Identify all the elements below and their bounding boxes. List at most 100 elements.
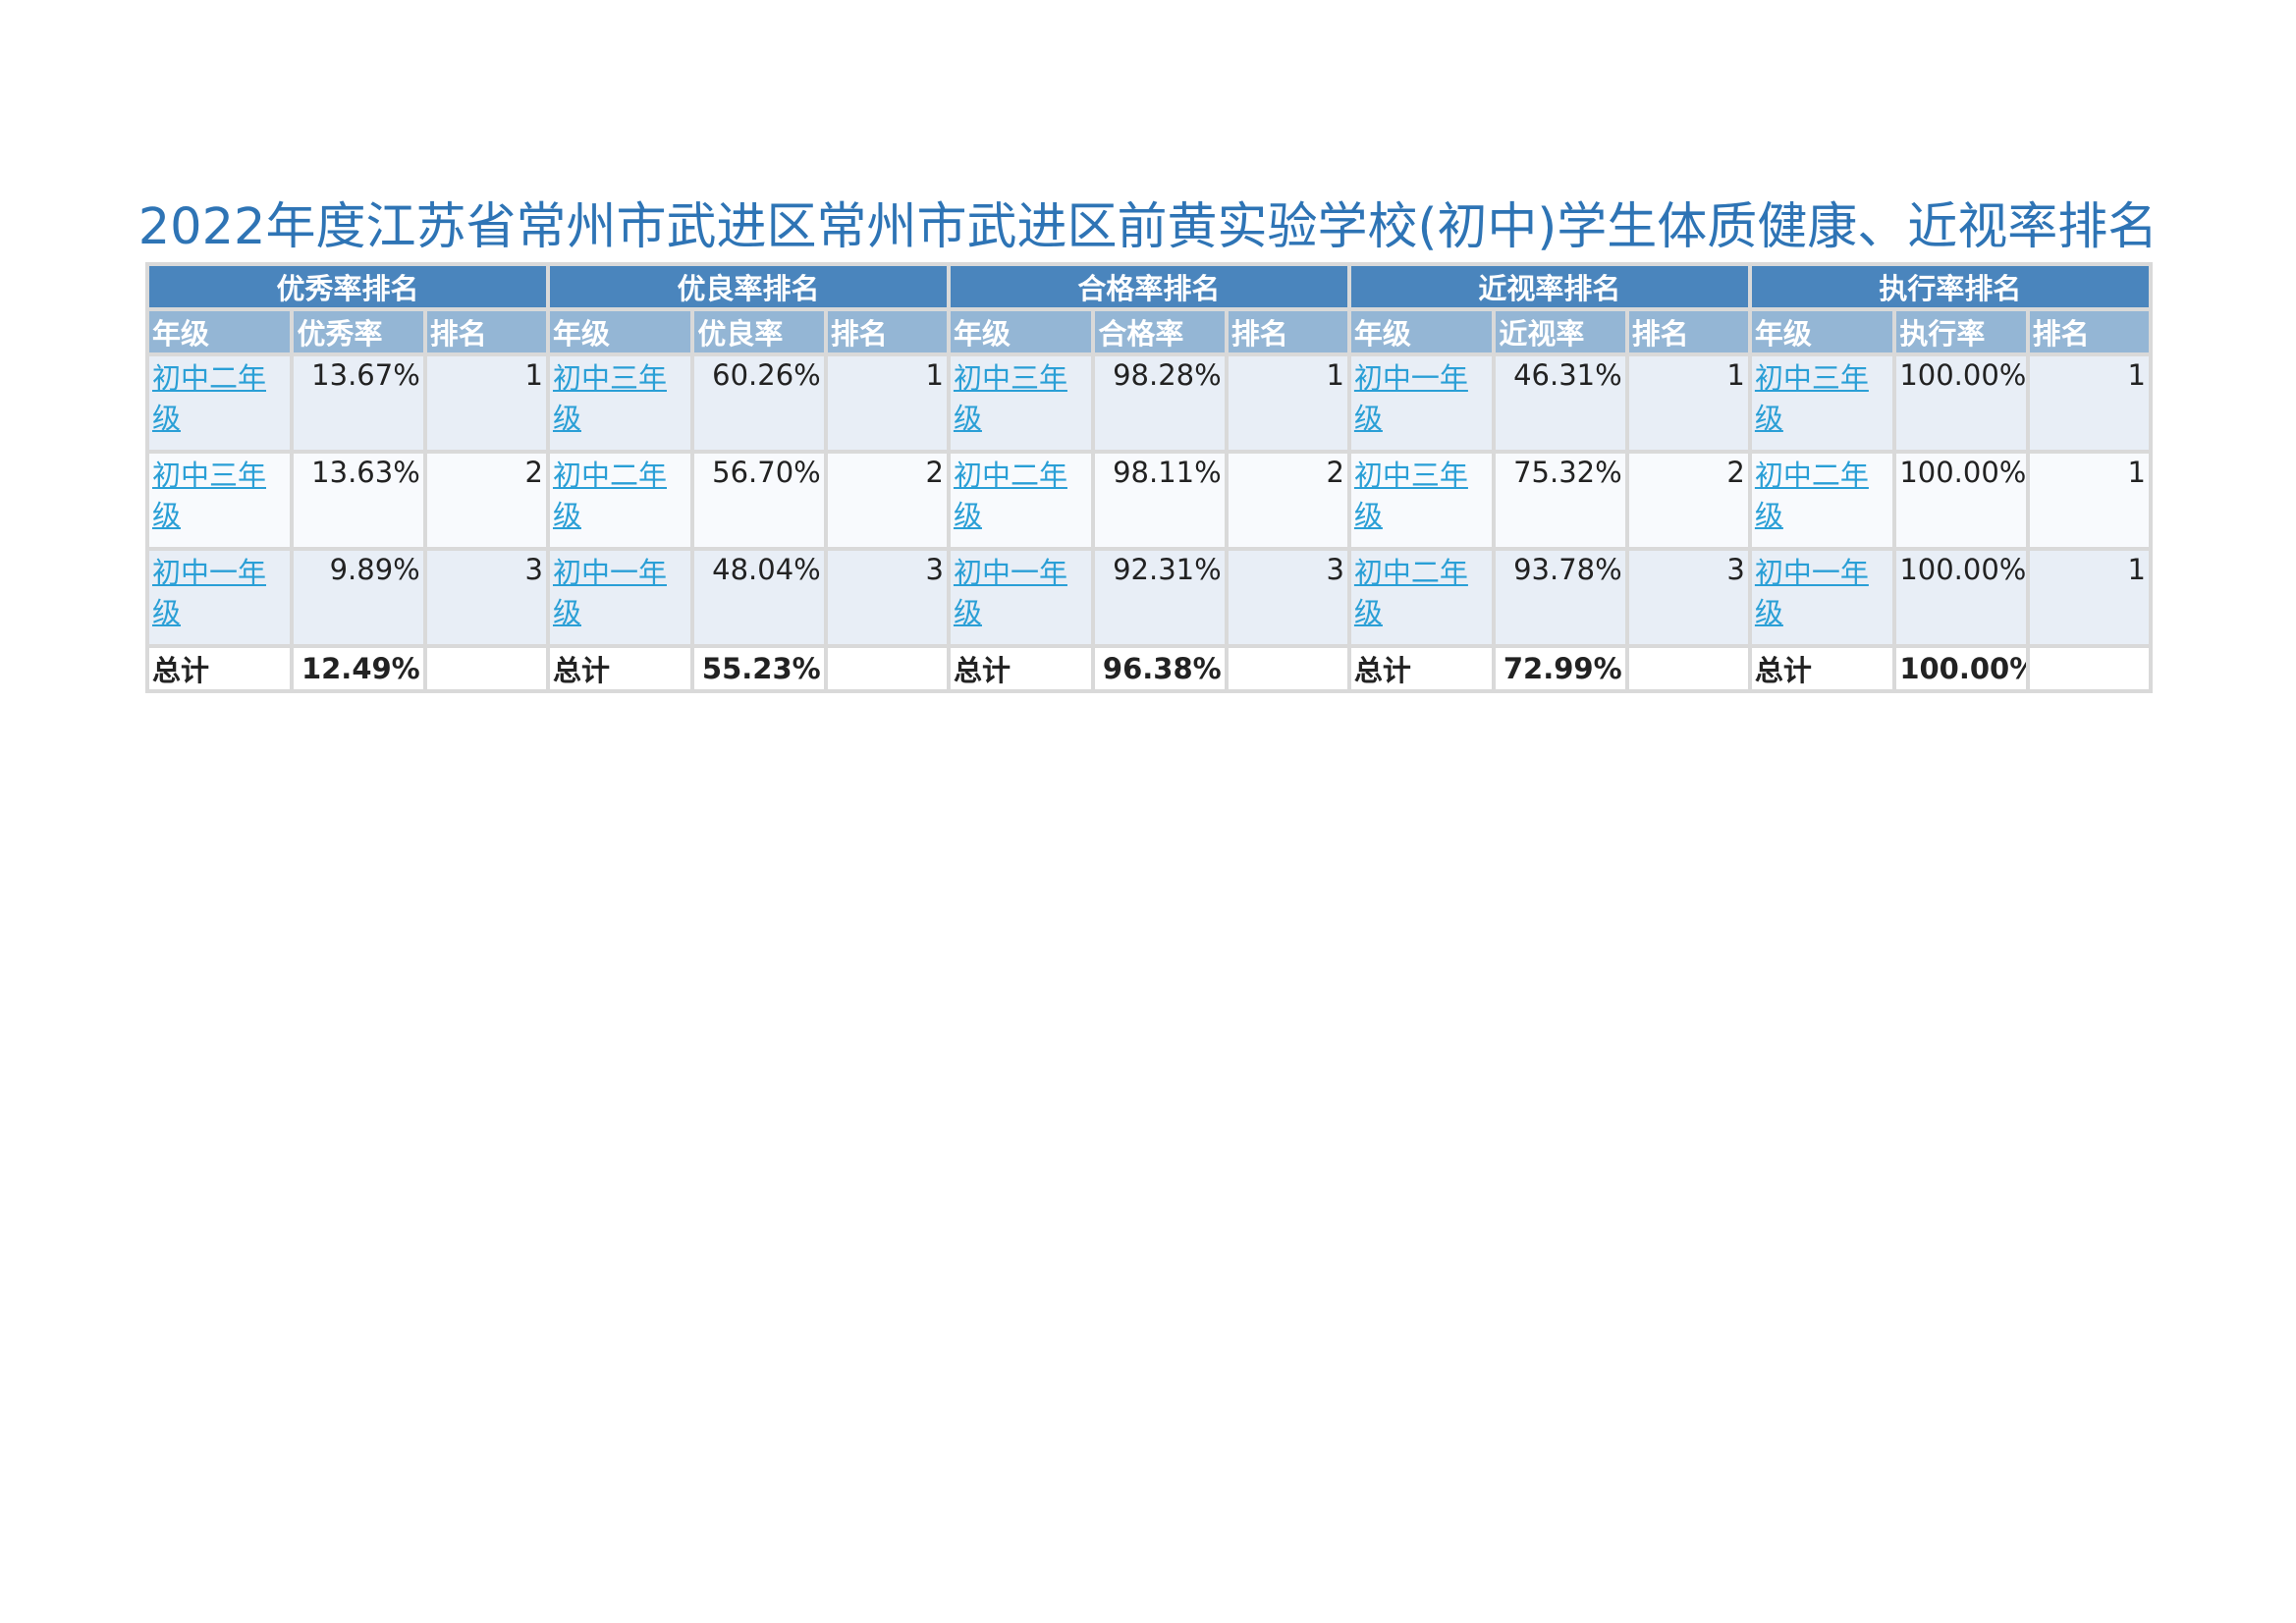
- grade-link[interactable]: 初中三年级: [152, 459, 267, 532]
- grade-link[interactable]: 初中二年级: [152, 361, 267, 435]
- total-rate: 100.00%: [1892, 644, 2030, 693]
- group-header-myopia: 近视率排名: [1346, 262, 1752, 311]
- total-rank-empty: [1624, 644, 1752, 693]
- grade-cell: 初中二年级: [144, 352, 295, 454]
- total-row: 总计 12.49% 总计 55.23% 总计 96.38% 总计 72.99% …: [144, 644, 2154, 693]
- column-header-rate: 合格率: [1091, 307, 1229, 356]
- table-row: 初中一年级 9.89% 3 初中一年级 48.04% 3 初中一年级 92.31…: [144, 547, 2154, 648]
- grade-link[interactable]: 初中二年级: [953, 459, 1067, 532]
- grade-cell: 初中一年级: [1747, 547, 1897, 648]
- column-header-rate: 近视率: [1492, 307, 1629, 356]
- column-header-rate: 优秀率: [290, 307, 427, 356]
- column-header-grade: 年级: [1346, 307, 1497, 356]
- column-header-rate: 执行率: [1892, 307, 2030, 356]
- group-header-pass: 合格率排名: [946, 262, 1351, 311]
- total-rank-empty: [2025, 644, 2154, 693]
- rank-cell: 1: [1624, 352, 1752, 454]
- rate-cell: 75.32%: [1492, 450, 1629, 551]
- grade-link[interactable]: 初中三年级: [552, 361, 667, 435]
- group-header-execution: 执行率排名: [1747, 262, 2154, 311]
- rank-cell: 1: [2025, 450, 2154, 551]
- ranking-table: 优秀率排名 优良率排名 合格率排名 近视率排名 执行率排名 年级 优秀率 排名 …: [144, 262, 2154, 693]
- rate-cell: 48.04%: [690, 547, 828, 648]
- column-header-grade: 年级: [144, 307, 295, 356]
- grade-link[interactable]: 初中二年级: [552, 459, 667, 532]
- grade-cell: 初中一年级: [946, 547, 1096, 648]
- column-header-grade: 年级: [545, 307, 695, 356]
- group-header-row: 优秀率排名 优良率排名 合格率排名 近视率排名 执行率排名: [145, 262, 2154, 311]
- grade-cell: 初中三年级: [1747, 352, 1897, 454]
- column-header-rank: 排名: [2025, 307, 2154, 356]
- rank-cell: 3: [1624, 547, 1752, 648]
- grade-link[interactable]: 初中三年级: [1353, 459, 1468, 532]
- column-header-rank: 排名: [1624, 307, 1752, 356]
- grade-link[interactable]: 初中一年级: [552, 556, 667, 629]
- total-rate: 72.99%: [1492, 644, 1629, 693]
- rate-cell: 60.26%: [690, 352, 828, 454]
- grade-cell: 初中三年级: [946, 352, 1096, 454]
- grade-link[interactable]: 初中一年级: [1754, 556, 1869, 629]
- column-header-rate: 优良率: [690, 307, 828, 356]
- rank-cell: 3: [422, 547, 550, 648]
- total-label: 总计: [144, 644, 295, 693]
- rate-cell: 93.78%: [1492, 547, 1629, 648]
- rank-cell: 1: [2025, 547, 2154, 648]
- column-header-rank: 排名: [422, 307, 550, 356]
- column-header-grade: 年级: [946, 307, 1096, 356]
- rank-cell: 2: [1624, 450, 1752, 551]
- total-rank-empty: [1224, 644, 1351, 693]
- grade-cell: 初中二年级: [946, 450, 1096, 551]
- rank-cell: 1: [2025, 352, 2154, 454]
- column-header-grade: 年级: [1747, 307, 1897, 356]
- total-rate: 12.49%: [290, 644, 427, 693]
- rank-cell: 1: [823, 352, 951, 454]
- rank-cell: 3: [1224, 547, 1351, 648]
- total-rank-empty: [823, 644, 951, 693]
- grade-cell: 初中一年级: [144, 547, 295, 648]
- table-row: 初中二年级 13.67% 1 初中三年级 60.26% 1 初中三年级 98.2…: [144, 352, 2154, 454]
- rate-cell: 13.67%: [290, 352, 427, 454]
- grade-cell: 初中二年级: [545, 450, 695, 551]
- rate-cell: 92.31%: [1091, 547, 1229, 648]
- grade-link[interactable]: 初中二年级: [1754, 459, 1869, 532]
- rate-cell: 100.00%: [1892, 352, 2030, 454]
- rate-cell: 98.28%: [1091, 352, 1229, 454]
- group-header-good: 优良率排名: [545, 262, 951, 311]
- rate-cell: 9.89%: [290, 547, 427, 648]
- rate-cell: 46.31%: [1492, 352, 1629, 454]
- rate-cell: 98.11%: [1091, 450, 1229, 551]
- total-label: 总计: [1747, 644, 1897, 693]
- column-header-rank: 排名: [823, 307, 951, 356]
- total-label: 总计: [1346, 644, 1497, 693]
- rate-cell: 13.63%: [290, 450, 427, 551]
- grade-link[interactable]: 初中三年级: [1754, 361, 1869, 435]
- rate-cell: 56.70%: [690, 450, 828, 551]
- grade-link[interactable]: 初中一年级: [1353, 361, 1468, 435]
- rank-cell: 1: [1224, 352, 1351, 454]
- grade-cell: 初中三年级: [144, 450, 295, 551]
- grade-cell: 初中三年级: [1346, 450, 1497, 551]
- grade-link[interactable]: 初中一年级: [953, 556, 1067, 629]
- grade-link[interactable]: 初中二年级: [1353, 556, 1468, 629]
- column-header-rank: 排名: [1224, 307, 1351, 356]
- group-header-excellent: 优秀率排名: [145, 262, 550, 311]
- rate-cell: 100.00%: [1892, 450, 2030, 551]
- grade-cell: 初中一年级: [545, 547, 695, 648]
- total-rank-empty: [422, 644, 550, 693]
- rank-cell: 2: [823, 450, 951, 551]
- total-rate: 96.38%: [1091, 644, 1229, 693]
- grade-link[interactable]: 初中三年级: [953, 361, 1067, 435]
- total-rate: 55.23%: [690, 644, 828, 693]
- page-title: 2022年度江苏省常州市武进区常州市武进区前黄实验学校(初中)学生体质健康、近视…: [137, 198, 2159, 256]
- grade-cell: 初中一年级: [1346, 352, 1497, 454]
- rate-cell: 100.00%: [1892, 547, 2030, 648]
- grade-link[interactable]: 初中一年级: [152, 556, 267, 629]
- grade-cell: 初中二年级: [1747, 450, 1897, 551]
- total-label: 总计: [545, 644, 695, 693]
- rank-cell: 3: [823, 547, 951, 648]
- rank-cell: 1: [422, 352, 550, 454]
- rank-cell: 2: [1224, 450, 1351, 551]
- rank-cell: 2: [422, 450, 550, 551]
- table-row: 初中三年级 13.63% 2 初中二年级 56.70% 2 初中二年级 98.1…: [144, 450, 2154, 551]
- total-label: 总计: [946, 644, 1096, 693]
